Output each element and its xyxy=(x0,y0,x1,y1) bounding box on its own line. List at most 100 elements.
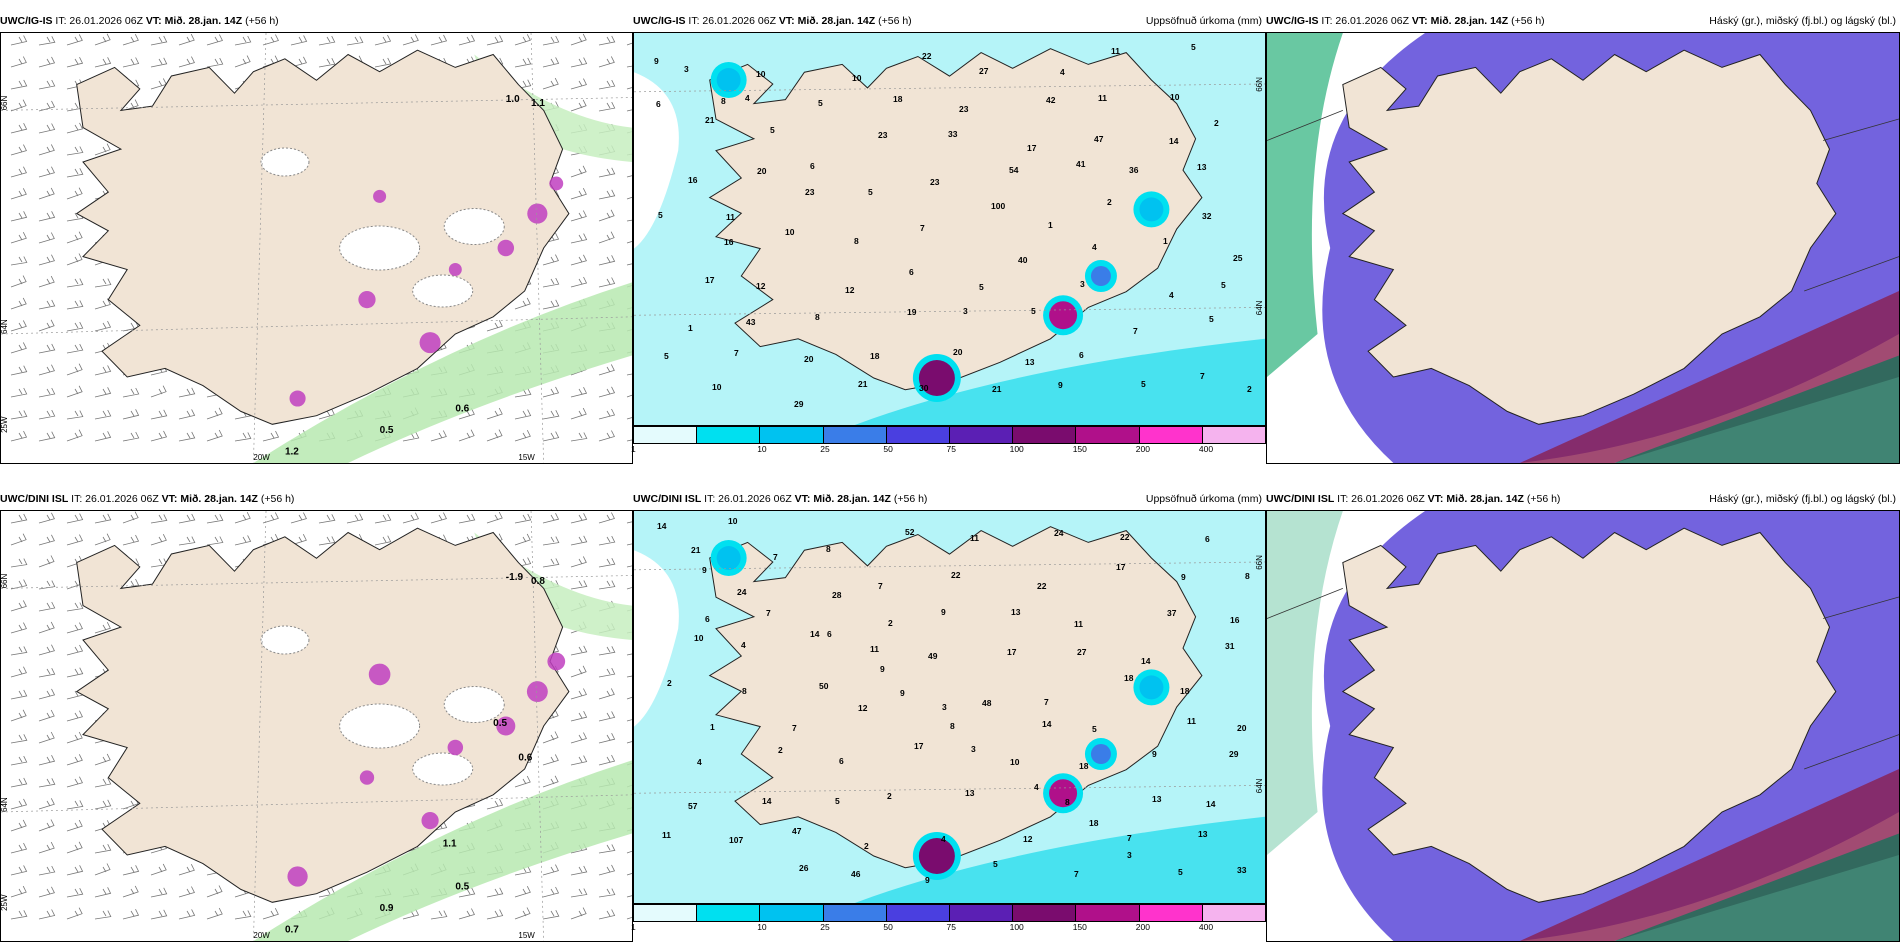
wind-barb xyxy=(206,57,224,68)
wind-barb xyxy=(598,688,615,700)
precip-value: 6 xyxy=(810,161,815,171)
precip-value: 2 xyxy=(1247,384,1252,394)
wind-barb xyxy=(570,33,587,46)
precip-value: 23 xyxy=(805,187,815,197)
wind-barb xyxy=(234,512,251,524)
precip-value: 6 xyxy=(827,629,832,639)
precip-value: 27 xyxy=(979,66,989,76)
precip-value: 17 xyxy=(705,275,715,285)
wind-barb xyxy=(598,535,616,546)
precip-value: 16 xyxy=(724,237,734,247)
wind-barb xyxy=(570,645,588,656)
wind-barb xyxy=(10,232,27,244)
wind-barb xyxy=(598,864,616,876)
precip-value: 5 xyxy=(658,210,663,220)
legend-tick-label: 150 xyxy=(1072,444,1087,454)
precip-value: 22 xyxy=(1037,581,1047,591)
wind-barb xyxy=(570,233,588,244)
wind-barb xyxy=(66,644,84,656)
wind-barb xyxy=(570,432,588,442)
wind-barb xyxy=(38,166,55,178)
convective-cell xyxy=(447,739,464,756)
wind-barb xyxy=(318,536,336,546)
wind-barb xyxy=(486,407,503,420)
hatched-area xyxy=(339,703,421,749)
precip-value: 4 xyxy=(745,93,750,103)
lon-line xyxy=(253,511,267,941)
lat-line xyxy=(634,307,1265,316)
wind-barb xyxy=(38,644,55,656)
wind-barb xyxy=(626,373,632,376)
wind-barb xyxy=(38,211,56,222)
wind-barb xyxy=(514,886,531,898)
hatched-area xyxy=(443,686,505,723)
precip-value: 3 xyxy=(942,702,947,712)
wind-barb xyxy=(38,254,55,266)
convective-cell xyxy=(448,263,462,276)
wind-barb xyxy=(178,387,196,398)
wind-barb xyxy=(94,533,111,546)
wind-barb xyxy=(10,410,28,420)
wind-barb xyxy=(38,79,56,90)
wind-barb xyxy=(542,731,559,744)
precip-value: 10 xyxy=(756,69,766,79)
wind-barb xyxy=(262,512,279,524)
wind-barb xyxy=(66,907,83,920)
precip-value: 42 xyxy=(1046,95,1056,105)
wind-barb xyxy=(178,886,195,898)
legend-swatch xyxy=(886,905,951,921)
panel-title: UWC/IG-IS IT: 26.01.2026 06Z VT: Mið. 28… xyxy=(0,15,279,27)
precip-value: 11 xyxy=(870,644,879,654)
mixed-area xyxy=(1614,355,1899,463)
precip-value: 11 xyxy=(662,830,671,840)
precip-value: 8 xyxy=(1065,797,1070,807)
precip-band xyxy=(854,338,1265,425)
wind-barb xyxy=(486,320,503,332)
wind-barb xyxy=(542,864,559,876)
precip-value: 14 xyxy=(1169,136,1179,146)
precip-cell xyxy=(1090,744,1111,765)
precip-value: 8 xyxy=(826,544,831,554)
legend-swatch xyxy=(697,905,761,921)
legend-swatch xyxy=(1202,905,1266,921)
precip-value: 3 xyxy=(971,744,976,754)
value-label: 0.8 xyxy=(531,576,545,587)
legend-swatch xyxy=(1013,427,1077,443)
wind-barb xyxy=(598,167,616,178)
wind-barb xyxy=(10,709,27,722)
convective-cell xyxy=(358,290,376,309)
wind-barb xyxy=(626,65,632,68)
precip-value: 6 xyxy=(656,99,661,109)
wind-barb xyxy=(570,865,588,876)
wind-barb xyxy=(570,188,587,200)
wind-barb xyxy=(626,653,632,656)
value-label: 1.1 xyxy=(443,838,457,849)
rain-area xyxy=(1267,511,1343,855)
lat-line xyxy=(1,97,632,111)
value-label: 0.6 xyxy=(518,752,532,763)
wind-barb xyxy=(206,407,223,420)
wind-barb xyxy=(66,534,83,546)
wind-barb xyxy=(10,622,27,634)
wind-barb xyxy=(66,841,83,854)
wind-barb xyxy=(374,57,392,68)
convective-cell xyxy=(527,203,548,224)
wind-barb xyxy=(94,887,112,898)
wind-barb xyxy=(570,556,587,568)
wind-barb xyxy=(570,580,588,590)
wind-barb xyxy=(598,733,616,744)
precip-value: 11 xyxy=(970,533,979,543)
wind-barb xyxy=(66,343,84,354)
wind-barb xyxy=(66,888,84,898)
wind-barb xyxy=(66,865,84,876)
precip-value: 17 xyxy=(1116,562,1126,572)
dry-area xyxy=(634,550,679,727)
wind-barb xyxy=(66,363,83,376)
wind-barb xyxy=(122,431,140,442)
wind-barb xyxy=(10,35,28,46)
wind-barb xyxy=(66,731,83,744)
value-label: 0.5 xyxy=(455,881,469,892)
precip-value: 41 xyxy=(1076,159,1086,169)
wind-barb xyxy=(10,755,28,766)
precip-value: 21 xyxy=(691,545,701,555)
